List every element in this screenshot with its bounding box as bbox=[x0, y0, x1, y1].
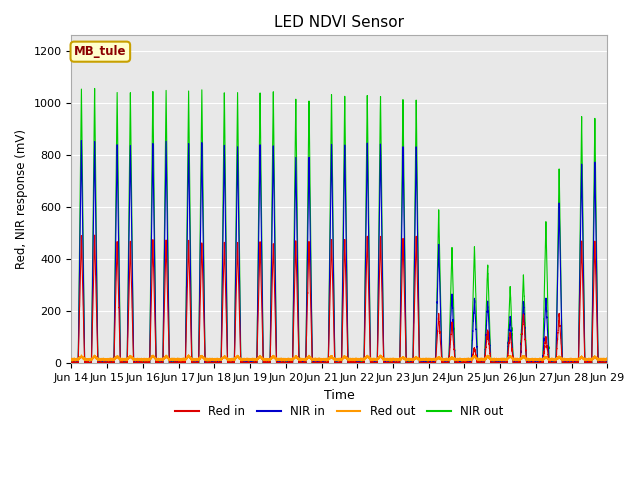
Y-axis label: Red, NIR response (mV): Red, NIR response (mV) bbox=[15, 129, 28, 269]
Title: LED NDVI Sensor: LED NDVI Sensor bbox=[275, 15, 404, 30]
Text: MB_tule: MB_tule bbox=[74, 45, 127, 58]
X-axis label: Time: Time bbox=[324, 389, 355, 402]
Legend: Red in, NIR in, Red out, NIR out: Red in, NIR in, Red out, NIR out bbox=[170, 401, 508, 423]
